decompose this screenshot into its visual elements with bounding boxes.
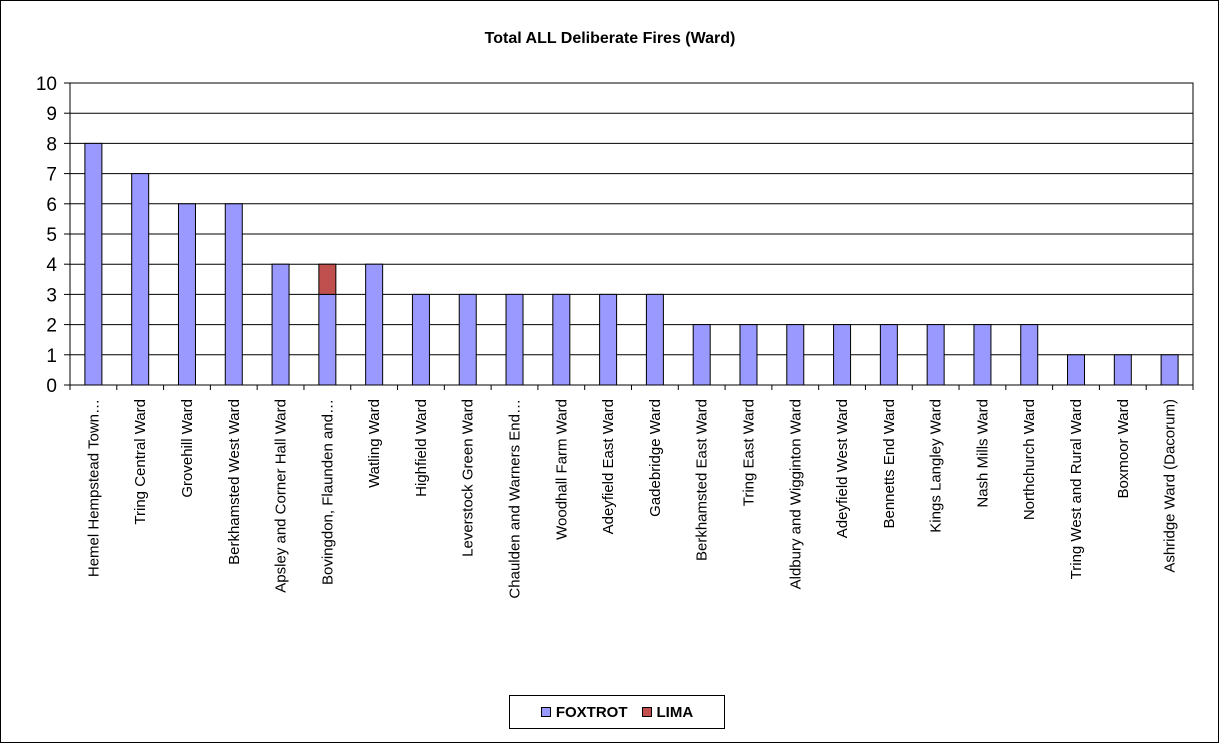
x-tick-label: Leverstock Green Ward — [460, 399, 477, 557]
x-tick-label: Apsley and Corner Hall Ward — [273, 399, 290, 593]
x-tick-label: Boxmoor Ward — [1115, 399, 1132, 498]
bar-foxtrot — [739, 324, 758, 386]
bar-foxtrot — [1067, 354, 1086, 386]
x-tick-label: Gadebridge Ward — [647, 399, 664, 517]
chart-title: Total ALL Deliberate Fires (Ward) — [484, 30, 736, 47]
y-tick-label: 5 — [46, 225, 57, 246]
bar-foxtrot — [926, 324, 945, 386]
y-tick-label: 4 — [46, 255, 57, 276]
bar-foxtrot — [786, 324, 805, 386]
y-tick-label: 10 — [36, 74, 57, 95]
bar-foxtrot — [224, 203, 243, 386]
bar-foxtrot — [1160, 354, 1179, 386]
x-tick-label: Watling Ward — [366, 399, 383, 488]
legend-label-lima: LIMA — [656, 703, 694, 721]
x-tick-label: Bennetts End Ward — [881, 399, 898, 529]
bar-foxtrot — [645, 293, 664, 386]
x-tick-label: Hemel Hempstead Town… — [85, 399, 102, 577]
legend-swatch-lima — [641, 707, 652, 717]
bar-lima — [318, 263, 337, 295]
x-tick-label: Bovingdon, Flaunden and… — [319, 399, 336, 585]
legend-item-foxtrot: FOXTROT — [540, 703, 628, 721]
y-tick-label: 8 — [46, 134, 57, 155]
chart-legend: FOXTROT LIMA — [509, 695, 725, 729]
y-tick-label: 3 — [46, 285, 57, 306]
bar-foxtrot — [1113, 354, 1132, 386]
bar-foxtrot — [411, 293, 430, 386]
bar-foxtrot — [177, 203, 196, 386]
y-tick-label: 7 — [46, 165, 57, 186]
y-tick-label: 9 — [46, 104, 57, 125]
bar-foxtrot — [552, 293, 571, 386]
bar-foxtrot — [1020, 324, 1039, 386]
x-tick-label: Grovehill Ward — [179, 399, 196, 498]
x-tick-label: Kings Langley Ward — [928, 399, 945, 533]
bar-foxtrot — [692, 324, 711, 386]
x-tick-label: Adeyfield West Ward — [834, 399, 851, 538]
bar-foxtrot — [973, 324, 992, 386]
x-tick-label: Tring East Ward — [740, 399, 757, 506]
x-tick-label: Tring Central Ward — [132, 399, 149, 525]
bar-foxtrot — [84, 142, 103, 386]
bar-foxtrot — [879, 324, 898, 386]
y-tick-label: 6 — [46, 195, 57, 216]
x-tick-label: Tring West and Rural Ward — [1068, 399, 1085, 579]
bar-foxtrot — [365, 263, 384, 386]
bar-foxtrot — [505, 293, 524, 386]
x-tick-label: Highfield Ward — [413, 399, 430, 497]
x-tick-label: Ashridge Ward (Dacorum) — [1162, 399, 1179, 573]
x-tick-label: Aldbury and Wigginton Ward — [787, 399, 804, 589]
x-tick-label: Woodhall Farm Ward — [553, 399, 570, 540]
legend-swatch-foxtrot — [540, 707, 551, 717]
x-tick-label: Berkhamsted East Ward — [694, 399, 711, 561]
x-tick-label: Nash Mills Ward — [974, 399, 991, 508]
legend-label-foxtrot: FOXTROT — [555, 703, 628, 721]
bar-foxtrot — [458, 293, 477, 386]
bar-foxtrot — [271, 263, 290, 386]
y-tick-label: 1 — [46, 346, 57, 367]
bar-foxtrot — [833, 324, 852, 386]
bar-foxtrot — [599, 293, 618, 386]
x-tick-label: Adeyfield East Ward — [600, 399, 617, 534]
legend-item-lima: LIMA — [641, 703, 694, 721]
x-tick-label: Berkhamsted West Ward — [226, 399, 243, 565]
x-tick-label: Chaulden and Warners End… — [507, 399, 524, 599]
y-tick-label: 2 — [46, 316, 57, 337]
bar-foxtrot — [318, 293, 337, 386]
x-tick-label: Northchurch Ward — [1021, 399, 1038, 520]
bar-foxtrot — [131, 173, 150, 386]
y-tick-label: 0 — [46, 376, 57, 397]
